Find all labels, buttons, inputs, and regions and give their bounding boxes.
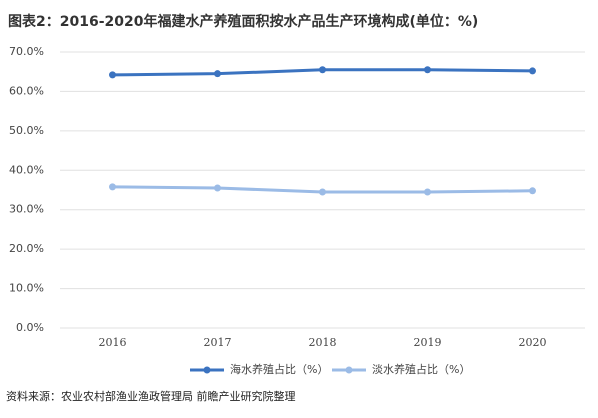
y-tick-label: 30.0% [9, 203, 44, 216]
point [529, 67, 536, 75]
point [424, 66, 431, 74]
x-tick-label: 2019 [414, 336, 442, 349]
point [214, 184, 221, 192]
point [529, 187, 536, 195]
point [214, 70, 221, 78]
y-tick-label: 0.0% [16, 321, 44, 334]
y-tick-label: 10.0% [9, 282, 44, 295]
legend-label: 淡水养殖占比（%） [372, 362, 470, 376]
point [319, 66, 326, 74]
y-tick-label: 60.0% [9, 84, 44, 97]
y-tick-label: 40.0% [9, 163, 44, 176]
x-tick-label: 2017 [204, 336, 232, 349]
chart-title: 图表2：2016-2020年福建水产养殖面积按水产品生产环境构成(单位：%) [8, 13, 478, 30]
legend-label: 海水养殖占比（%） [230, 362, 328, 376]
legend-marker [345, 366, 353, 374]
x-tick-label: 2020 [519, 336, 547, 349]
x-tick-label: 2016 [99, 336, 127, 349]
y-tick-label: 50.0% [9, 124, 44, 137]
point [424, 188, 431, 196]
x-tick-label: 2018 [309, 336, 337, 349]
legend-marker [203, 366, 211, 374]
point [109, 183, 116, 191]
point [319, 188, 326, 196]
y-tick-label: 70.0% [9, 45, 44, 58]
point [109, 71, 116, 79]
source-note: 资料来源：农业农村部渔业渔政管理局 前瞻产业研究院整理 [6, 389, 296, 403]
y-tick-label: 20.0% [9, 242, 44, 255]
